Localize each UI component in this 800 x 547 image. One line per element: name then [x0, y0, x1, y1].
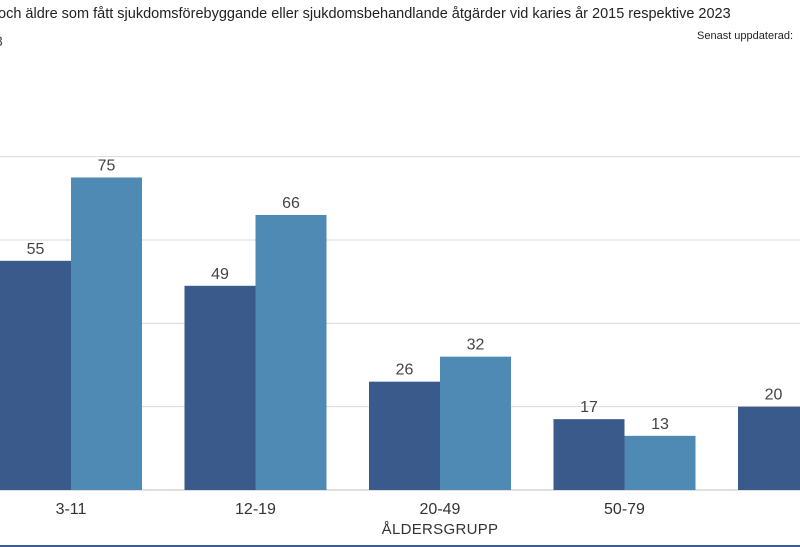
- last-updated-label: Senast uppdaterad:: [697, 30, 794, 42]
- y-tick-label-partial: 3: [0, 33, 3, 49]
- chart-title: och äldre som fått sjukdomsförebyggande …: [0, 6, 731, 22]
- data-label: 66: [282, 195, 300, 212]
- data-label: 20: [765, 387, 783, 404]
- bar-50-79-series-1: [553, 419, 625, 490]
- bar-50-79-series-2: [624, 435, 696, 490]
- bar-20-49-series-1: [369, 381, 440, 490]
- x-tick-label: 50-79: [604, 501, 645, 518]
- data-label: 26: [396, 362, 414, 379]
- x-axis-label: ÅLDERSGRUPP: [381, 521, 499, 538]
- data-label: 49: [211, 266, 229, 283]
- bar-12-19-series-2: [255, 214, 327, 490]
- data-label: 32: [467, 337, 485, 354]
- data-label: 17: [580, 399, 598, 416]
- data-label: 55: [27, 241, 45, 258]
- bar-3-11-series-1: [0, 260, 71, 490]
- bar-8-series-1: [738, 406, 800, 490]
- x-tick-label: 3-11: [56, 501, 87, 518]
- x-tick-label: 12-19: [235, 501, 276, 518]
- x-tick-label: 20-49: [420, 501, 461, 518]
- bar-12-19-series-1: [184, 285, 256, 490]
- data-label: 13: [651, 416, 669, 433]
- bar-20-49-series-2: [440, 356, 511, 490]
- data-label: 75: [98, 157, 116, 174]
- bar-3-11-series-2: [71, 177, 142, 490]
